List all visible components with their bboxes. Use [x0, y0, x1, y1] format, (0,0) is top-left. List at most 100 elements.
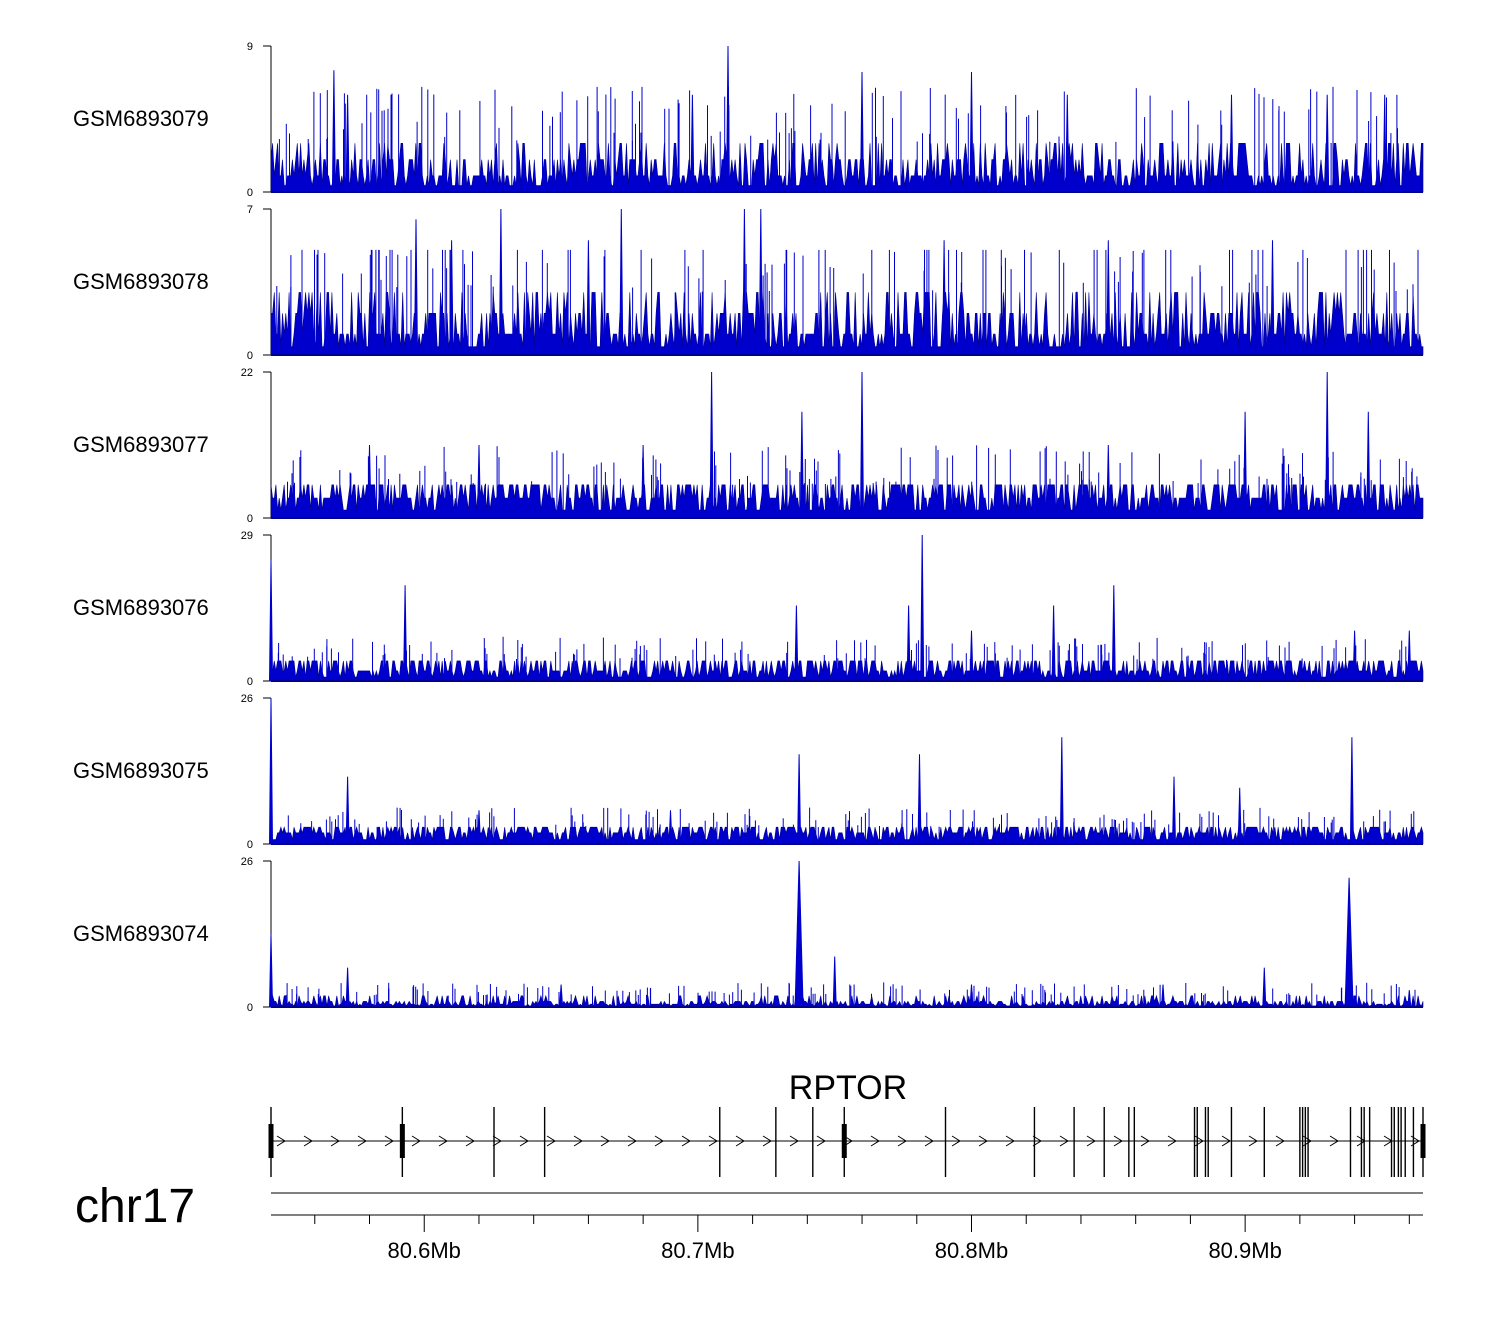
strand-arrow-icon — [1113, 1135, 1123, 1147]
y-axis-min-label: 0 — [247, 350, 253, 362]
track-GSM6893079: GSM6893079 9 0 — [73, 41, 1424, 199]
signal-peak — [906, 605, 911, 682]
signal-peak — [449, 240, 454, 356]
track-GSM6893076: GSM6893076 29 0 — [73, 530, 1424, 688]
signal-peak — [969, 984, 974, 1008]
signal-peak — [1111, 585, 1116, 682]
strand-arrow-icon — [870, 1135, 880, 1147]
strand-arrow-icon — [654, 1135, 664, 1147]
strand-arrow-icon — [1221, 1135, 1231, 1147]
signal-peak — [1270, 240, 1275, 356]
signal-peak — [498, 208, 503, 356]
strand-arrow-icon — [1005, 1135, 1015, 1147]
track-label: GSM6893077 — [73, 432, 209, 457]
signal-peak — [1262, 967, 1267, 1008]
signal-peak — [797, 754, 802, 845]
strand-arrow-icon — [897, 1135, 907, 1147]
signal-peak — [367, 444, 372, 519]
signal-peak — [268, 697, 274, 845]
strand-arrow-icon — [1140, 1135, 1150, 1147]
strand-arrow-icon — [681, 1135, 691, 1147]
signal-peak — [268, 560, 274, 682]
signal-peak — [1352, 630, 1357, 682]
signal-area — [270, 292, 1424, 356]
signal-peak — [1059, 737, 1064, 845]
signal-peak — [331, 70, 336, 193]
strand-arrow-icon — [384, 1135, 394, 1147]
signal-peak — [709, 371, 714, 519]
strand-arrow-icon — [978, 1135, 988, 1147]
track-GSM6893075: GSM6893075 26 0 — [73, 693, 1424, 851]
signal-peak — [1237, 787, 1242, 845]
signal-peak — [969, 630, 974, 682]
signal-peak — [268, 933, 274, 1008]
signal-peak — [920, 534, 925, 682]
signal-peak — [345, 94, 350, 193]
strand-arrow-icon — [816, 1135, 826, 1147]
y-axis-max-label: 22 — [241, 367, 253, 379]
signal-peak — [1160, 984, 1166, 1008]
signal-peak — [859, 371, 865, 519]
major-tick-label: 80.6Mb — [388, 1238, 461, 1263]
track-GSM6893077: GSM6893077 22 0 — [73, 367, 1424, 525]
exon-thick — [399, 1124, 405, 1158]
track-label: GSM6893075 — [73, 758, 209, 783]
strand-arrow-icon — [573, 1135, 583, 1147]
strand-arrow-icon — [276, 1135, 286, 1147]
y-axis-max-label: 9 — [247, 41, 253, 53]
signal-peak — [559, 984, 564, 1008]
strand-arrow-icon — [627, 1135, 637, 1147]
signal-area — [270, 994, 1424, 1008]
strand-arrow-icon — [519, 1135, 529, 1147]
signal-peak — [1366, 411, 1371, 519]
signal-peak — [1243, 411, 1248, 519]
signal-peak — [1344, 877, 1354, 1008]
signal-spikes — [287, 807, 1415, 844]
strand-arrow-icon — [1032, 1135, 1042, 1147]
strand-arrow-icon — [438, 1135, 448, 1147]
strand-arrow-icon — [330, 1135, 340, 1147]
signal-peak — [742, 208, 747, 356]
signal-peak — [1325, 94, 1330, 193]
y-axis-min-label: 0 — [247, 676, 253, 688]
strand-arrow-icon — [735, 1135, 745, 1147]
y-axis-max-label: 7 — [247, 204, 253, 216]
signal-peak — [1407, 630, 1412, 682]
strand-arrow-icon — [1167, 1135, 1177, 1147]
signal-peak — [476, 444, 482, 519]
strand-arrows — [276, 1135, 1420, 1147]
strand-arrow-icon — [600, 1135, 610, 1147]
signal-peak — [1051, 605, 1056, 682]
track-label: GSM6893074 — [73, 921, 209, 946]
signal-peak — [1065, 94, 1070, 193]
signal-peak — [586, 240, 591, 356]
signal-peak — [1229, 94, 1234, 193]
strand-arrow-icon — [303, 1135, 313, 1147]
signal-peak — [1349, 737, 1354, 845]
signal-peak — [917, 754, 922, 845]
signal-area — [270, 660, 1424, 682]
signal-peak — [476, 810, 482, 845]
major-tick-label: 80.7Mb — [661, 1238, 734, 1263]
track-GSM6893078: GSM6893078 7 0 — [73, 204, 1424, 362]
y-axis-min-label: 0 — [247, 187, 253, 199]
strand-arrow-icon — [492, 1135, 502, 1147]
signal-peak — [641, 444, 646, 519]
signal-peak — [969, 71, 974, 193]
strand-arrow-icon — [1356, 1135, 1366, 1147]
gene-name: RPTOR — [789, 1069, 907, 1107]
signal-peak — [832, 956, 837, 1008]
genomic-axis: chr17 80.6Mb 80.7Mb 80.8Mb 80.9Mb — [75, 1180, 1423, 1263]
strand-arrow-icon — [951, 1135, 961, 1147]
track-label: GSM6893079 — [73, 106, 209, 131]
signal-peak — [345, 776, 350, 845]
y-axis-min-label: 0 — [247, 839, 253, 851]
y-axis-max-label: 29 — [241, 530, 253, 542]
strand-arrow-icon — [411, 1135, 421, 1147]
signal-peak — [1106, 444, 1111, 519]
signal-area — [270, 143, 1424, 193]
strand-arrow-icon — [1329, 1135, 1339, 1147]
exon-thick — [841, 1124, 847, 1158]
